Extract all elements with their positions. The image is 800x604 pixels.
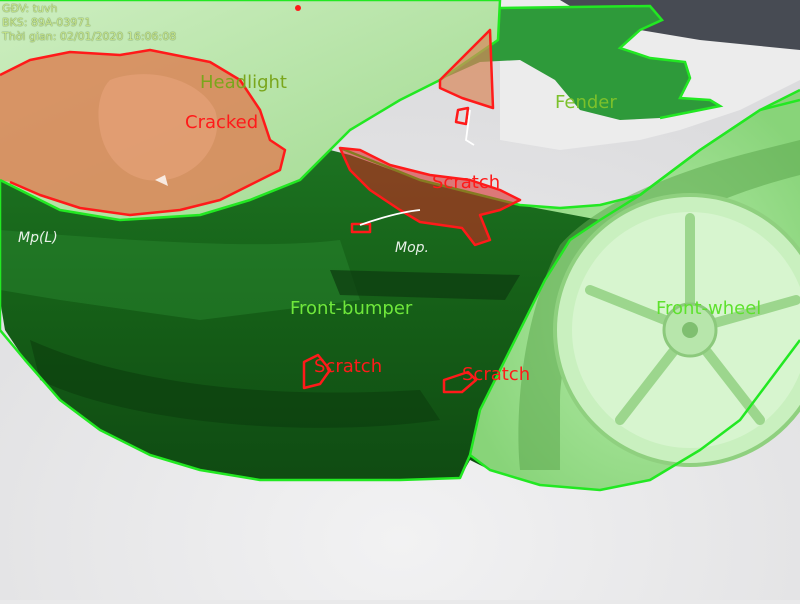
small-damage-outline [454,106,470,126]
label-front-bumper: Front-bumper [290,298,413,319]
label-front-wheel: Front-wheel [656,298,762,319]
tire-sidewall [518,140,800,470]
label-scratch-upper: Scratch [432,172,501,193]
handwriting-text-2: Mop. [395,240,429,256]
fender-lower-outline [639,98,800,196]
label-cracked: Cracked [185,112,259,133]
scratch-upper-outline [338,146,522,247]
headlight-lens [98,74,218,181]
cracked-outline [0,48,287,217]
handwriting-text-1: Mp(L) [18,230,58,246]
timestamp-text: Thời gian: 02/01/2020 16:06:08 [2,30,177,43]
damage-outlines [0,28,522,394]
bumper-reflection [0,230,360,320]
inspector-text: GĐV: tuvh [2,2,58,15]
fender-region [440,6,720,120]
handwriting-mark [465,109,475,146]
fender-damage-outline [438,28,495,110]
scratch-right-outline [442,370,478,394]
bumper-lower-shadow [30,340,440,428]
segment-outlines [0,0,800,492]
label-scratch-right: Scratch [462,364,531,385]
hood-outline [0,0,502,222]
glare-spot [155,175,168,186]
label-headlight: Headlight [200,72,287,93]
label-scratch-left: Scratch [314,356,383,377]
handwriting-arrow [359,209,421,226]
scratch-left-outline [302,353,332,390]
wheel-outline [469,339,800,492]
label-fender: Fender [555,92,617,113]
fender-outline [499,4,724,120]
wheel-center-cap [682,322,698,338]
plate-text: BKS: 89A-03971 [2,16,92,29]
grille-slot [330,270,520,300]
damage-dot [295,5,301,11]
